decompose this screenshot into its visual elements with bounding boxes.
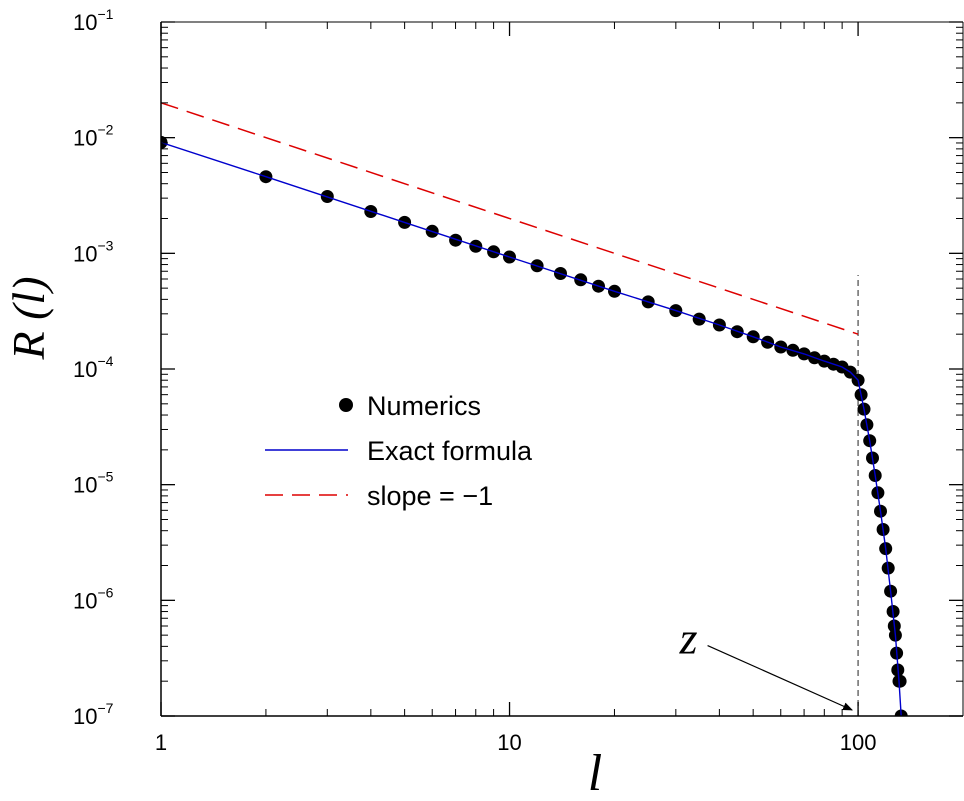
y-tick-label: 10−7	[73, 700, 114, 729]
annotations: z	[679, 613, 853, 711]
z-label: z	[679, 613, 698, 664]
legend: Numerics Exact formula slope = −1	[265, 391, 533, 511]
slope-line	[161, 102, 859, 335]
y-tick-label: 10−4	[73, 353, 114, 382]
data-point	[161, 135, 168, 149]
axis-ticks: 10−7 10−6 10−5 10−4 10−3 10−2 10−1 1 10 100	[73, 6, 964, 755]
x-tick-label: 100	[840, 730, 877, 755]
y-tick-label: 10−2	[73, 122, 114, 151]
y-tick-label: 10−6	[73, 584, 114, 613]
y-tick-label: 10−5	[73, 469, 114, 498]
y-axis-title: R (l)	[3, 276, 54, 360]
y-tick-label: 10−1	[73, 6, 114, 35]
y-tick-label: 10−3	[73, 237, 114, 266]
data-point	[449, 233, 463, 247]
legend-label: Exact formula	[367, 436, 533, 466]
exact-formula-line	[161, 141, 902, 716]
x-tick-label: 10	[497, 730, 521, 755]
z-arrow	[707, 644, 853, 711]
x-tick-label: 1	[155, 730, 167, 755]
data-point	[692, 312, 706, 326]
data-point	[893, 674, 907, 688]
x-axis-title: l	[588, 745, 602, 801]
legend-marker-numerics	[339, 398, 353, 412]
legend-label: Numerics	[367, 391, 481, 421]
legend-label: slope = −1	[367, 481, 493, 511]
plot-area	[161, 102, 908, 716]
